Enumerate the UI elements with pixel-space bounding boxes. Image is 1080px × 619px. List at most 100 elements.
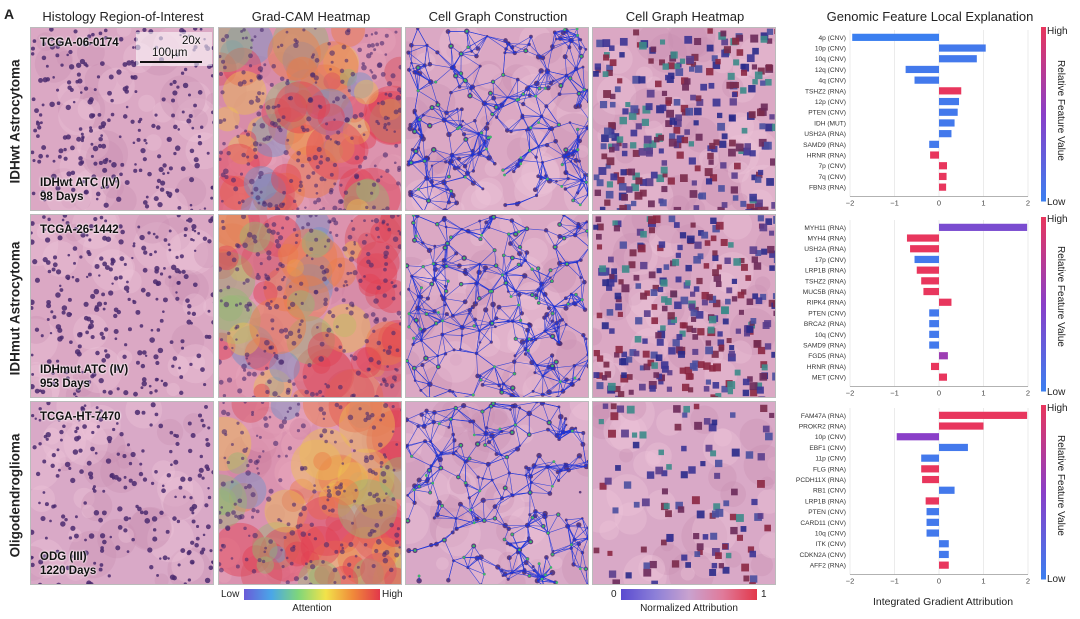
bar xyxy=(939,561,949,569)
category-label: MET (CNV) xyxy=(812,375,846,382)
x-tick-label: 1 xyxy=(981,199,985,208)
graphheat-panel-row2 xyxy=(592,214,776,398)
category-label: 7q (CNV) xyxy=(819,174,846,181)
x-tick-label: 1 xyxy=(981,577,985,586)
category-label: FLG (RNA) xyxy=(813,466,846,473)
category-label: 17p (CNV) xyxy=(815,257,846,264)
scale-bar-line xyxy=(140,61,202,63)
category-label: MYH4 (RNA) xyxy=(808,235,846,242)
magnification-label: 20x xyxy=(182,35,201,47)
feature-colorbar xyxy=(1041,405,1046,580)
feature-cbar-high-1: High xyxy=(1047,26,1068,37)
category-label: 7p (CNV) xyxy=(819,163,846,170)
gradcam-panel-row1 xyxy=(218,27,402,211)
x-tick-label: −2 xyxy=(846,199,855,208)
bar xyxy=(929,341,939,349)
title-gradcam: Grad-CAM Heatmap xyxy=(251,9,371,24)
x-tick-label: 0 xyxy=(937,199,941,208)
category-label: AFF2 (RNA) xyxy=(810,563,846,570)
histology-panel-row2 xyxy=(30,214,214,398)
category-label: RB1 (CNV) xyxy=(813,488,846,495)
feature-cbar-high-3: High xyxy=(1047,403,1068,414)
cellgraph-panel-row1 xyxy=(405,27,589,211)
feature-cbar-low-1: Low xyxy=(1047,197,1066,208)
category-label: 10q (CNV) xyxy=(815,56,846,63)
genomic-bar-charts: −2 −1 0 1 2 4p (CNV) 10p (CNV) 10q (CNV) 12q (CN… xyxy=(796,27,1046,586)
bar xyxy=(939,443,968,452)
scale-bar-label: 100µm xyxy=(152,47,188,59)
bar xyxy=(939,352,948,360)
case-id-row3: TCGA-HT-7470 xyxy=(40,411,121,423)
category-label: USH2A (RNA) xyxy=(804,131,846,138)
category-label: CARD11 (CNV) xyxy=(800,520,846,527)
bar xyxy=(939,44,986,52)
category-label: LRP1B (RNA) xyxy=(805,268,846,275)
bar xyxy=(916,266,939,274)
bar xyxy=(914,76,939,84)
category-label: 10p (CNV) xyxy=(815,434,846,441)
bar xyxy=(906,234,939,242)
graphheat-panel-row3 xyxy=(592,401,776,585)
feature-chart-1: −2 −1 0 1 2 4p (CNV) 10p (CNV) 10q (CNV) 12q (CN… xyxy=(803,27,1046,208)
bar xyxy=(939,162,948,170)
bar xyxy=(939,119,955,127)
bar xyxy=(896,433,939,441)
category-label: SAMD9 (RNA) xyxy=(803,342,846,349)
panel-letter: A xyxy=(4,6,15,22)
cellgraph-panel-row3 xyxy=(405,401,589,585)
category-label: ITK (CNV) xyxy=(816,541,846,548)
case-id-row2: TCGA-26-1442 xyxy=(40,224,119,236)
bar xyxy=(939,298,952,306)
category-label: TSHZ2 (RNA) xyxy=(805,88,846,95)
case-id-row1: TCGA-06-0174 xyxy=(40,37,119,49)
feature-chart-3: −2 −1 0 1 2 FAM47A (RNA) PROKR2 (RNA) 10p (CNV)… xyxy=(796,405,1046,586)
category-label: PTEN (CNV) xyxy=(808,110,846,117)
bar xyxy=(925,497,939,505)
bar xyxy=(929,140,939,148)
gradcam-cbar-label: Attention xyxy=(292,603,332,614)
feature-cbar-high-2: High xyxy=(1047,214,1068,225)
category-label: 4p (CNV) xyxy=(819,35,846,42)
category-label: 12q (CNV) xyxy=(815,67,846,74)
title-genomic-explanation: Genomic Feature Local Explanation xyxy=(826,9,1034,24)
feature-chart-2: −2 −1 0 1 2 MYH11 (RNA) MYH4 (RNA) USH2A (RNA) 1… xyxy=(803,217,1046,398)
gradcam-cbar-low: Low xyxy=(221,589,240,600)
bar xyxy=(930,362,939,371)
bar xyxy=(929,309,939,317)
diagnosis-row3: ODG (III) xyxy=(40,551,87,563)
x-tick-label: 0 xyxy=(937,389,941,398)
bar xyxy=(923,287,939,296)
category-label: HRNR (RNA) xyxy=(807,364,846,371)
category-label: PTEN (CNV) xyxy=(808,509,846,516)
survival-row1: 98 Days xyxy=(40,191,84,203)
category-label: 10q (CNV) xyxy=(815,530,846,537)
bar xyxy=(930,151,939,159)
category-label: MUC5B (RNA) xyxy=(803,289,846,296)
category-label: 11p (CNV) xyxy=(815,456,846,463)
x-tick-label: −1 xyxy=(890,389,899,398)
bar xyxy=(939,172,947,181)
category-label: PCDH11X (RNA) xyxy=(796,477,846,484)
category-label: CDKN2A (CNV) xyxy=(799,552,846,559)
feature-cbar-label-2: Relative Feature Value xyxy=(1055,246,1066,347)
bar xyxy=(929,320,939,328)
category-label: 10p (CNV) xyxy=(815,45,846,52)
bar xyxy=(921,465,939,473)
x-tick-label: −1 xyxy=(890,199,899,208)
category-label: 4q (CNV) xyxy=(819,78,846,85)
x-tick-label: 2 xyxy=(1026,389,1030,398)
gradcam-colorbar xyxy=(244,589,380,600)
survival-row3: 1220 Days xyxy=(40,565,97,577)
bar xyxy=(905,65,939,74)
graphheat-panel-row1 xyxy=(592,27,776,211)
category-label: PROKR2 (RNA) xyxy=(799,423,846,430)
bar xyxy=(939,223,1028,231)
category-label: SAMD9 (RNA) xyxy=(803,142,846,149)
category-label: FAM47A (RNA) xyxy=(801,413,846,420)
bar xyxy=(939,486,955,494)
category-label: MYH11 (RNA) xyxy=(804,225,846,232)
graph-cbar-low: 0 xyxy=(611,589,617,600)
x-axis-label: Integrated Gradient Attribution xyxy=(872,596,1014,608)
graph-cbar-label: Normalized Attribution xyxy=(640,603,738,614)
bar xyxy=(929,330,939,338)
